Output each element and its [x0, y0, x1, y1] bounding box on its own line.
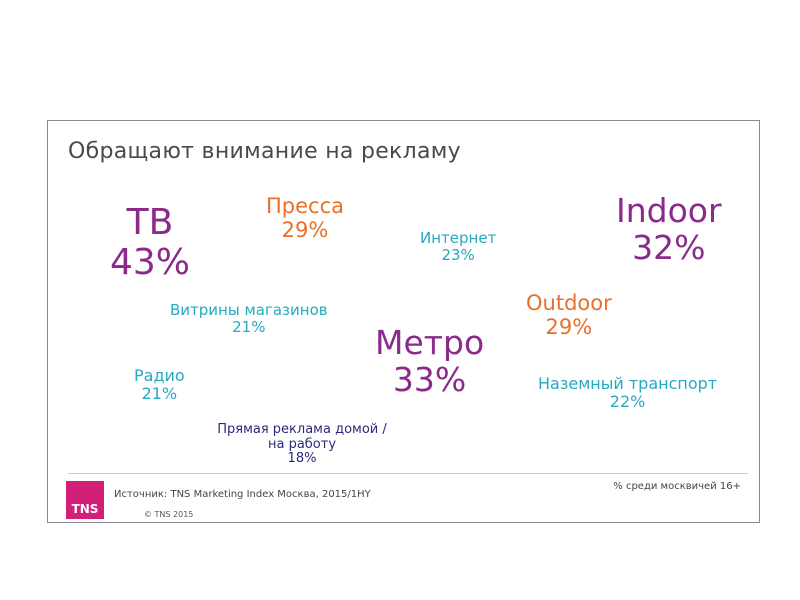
chart-item: Радио 21%: [134, 367, 185, 403]
population-note: % среди москвичей 16+: [613, 481, 741, 492]
chart-item: ТВ 43%: [110, 202, 191, 284]
chart-item: Outdoor 29%: [526, 291, 612, 339]
chart-item: Интернет 23%: [420, 230, 496, 264]
chart-item: Витрины магазинов 21%: [170, 302, 328, 336]
chart-item: Indoor 32%: [616, 191, 722, 267]
item-value: 29%: [281, 217, 329, 242]
item-value: 23%: [441, 245, 475, 264]
source-text: Источник: TNS Marketing Index Москва, 20…: [114, 489, 371, 500]
copyright-text: © TNS 2015: [144, 510, 194, 519]
item-label: Пресса: [266, 194, 345, 218]
footer-divider: [68, 473, 748, 474]
chart-item: Наземный транспорт 22%: [538, 375, 717, 411]
item-label: Витрины магазинов: [170, 301, 328, 319]
item-label: Интернет: [420, 229, 497, 247]
item-value: 21%: [141, 383, 178, 403]
item-value: 21%: [232, 317, 266, 336]
item-label: Outdoor: [526, 291, 612, 315]
slide: Обращают внимание на рекламу ТВ 43% Пресса…: [47, 120, 760, 523]
tns-logo: TNS: [66, 481, 104, 519]
item-label: Метро: [375, 323, 485, 362]
chart-item: Метро 33%: [375, 323, 485, 399]
item-label: ТВ: [126, 202, 174, 243]
chart-item: Прямая реклама домой / на работу 18%: [212, 422, 392, 467]
item-value: 22%: [609, 391, 646, 411]
chart-item: Пресса 29%: [266, 194, 345, 242]
item-label: Прямая реклама домой / на работу: [217, 422, 387, 452]
item-label: Наземный транспорт: [538, 374, 718, 393]
item-value: 43%: [110, 242, 191, 284]
item-value: 32%: [632, 227, 706, 267]
chart-title: Обращают внимание на рекламу: [68, 139, 462, 164]
item-value: 29%: [545, 314, 593, 339]
logo-text: TNS: [71, 502, 99, 516]
item-value: 18%: [287, 451, 317, 467]
item-label: Радио: [134, 366, 185, 385]
item-value: 33%: [392, 359, 467, 399]
item-label: Indoor: [616, 191, 722, 230]
